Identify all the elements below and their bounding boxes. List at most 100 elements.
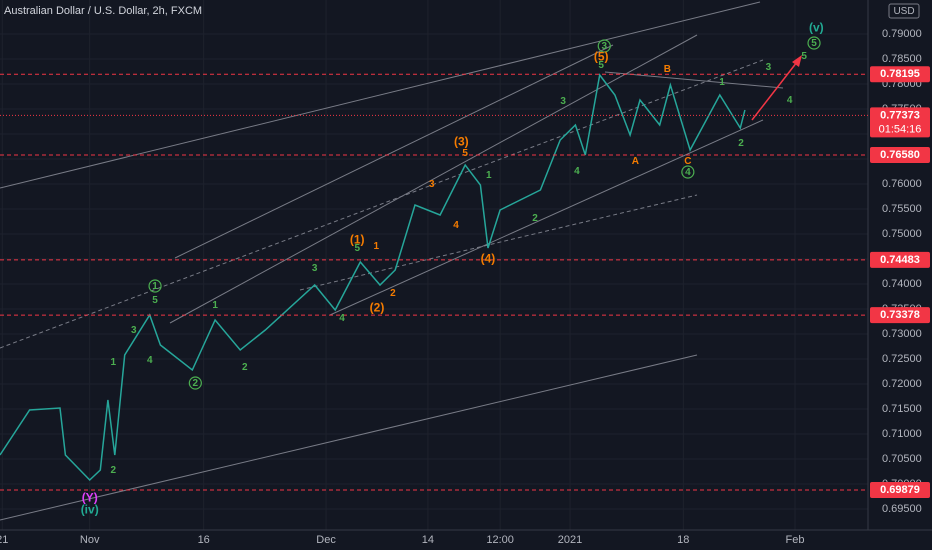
x-tick-label: 21 (0, 534, 8, 546)
level-box (870, 66, 930, 83)
level-box (870, 307, 930, 324)
y-tick-label: 0.76000 (882, 178, 922, 190)
trend-line (0, 59, 764, 349)
wave-label: 4 (453, 220, 459, 231)
currency-label[interactable]: USD (893, 6, 914, 17)
wave-label: 4 (574, 166, 580, 177)
wave-label: (v) (809, 21, 824, 35)
y-tick-label: 0.78500 (882, 53, 922, 65)
last-price-label: 0.77373 (880, 109, 920, 121)
countdown-label: 01:54:16 (879, 123, 922, 135)
wave-label: 1 (152, 281, 158, 292)
wave-label: 2 (193, 378, 199, 389)
x-tick-label: Dec (316, 534, 336, 546)
x-tick-label: 14 (422, 534, 434, 546)
trend-line (604, 71, 784, 89)
trend-lines (0, 1, 784, 521)
wave-label: 5 (152, 295, 158, 306)
wave-label: (Y) (82, 491, 98, 505)
wave-label: 1 (719, 77, 725, 88)
wave-label: A (632, 156, 639, 167)
wave-label: 4 (685, 167, 691, 178)
wave-label: 4 (339, 313, 345, 324)
level-label: 0.74483 (880, 254, 920, 266)
x-tick-label: Feb (786, 534, 805, 546)
level-label: 0.76580 (880, 149, 920, 161)
y-tick-label: 0.72000 (882, 378, 922, 390)
x-tick-label: 2021 (558, 534, 582, 546)
level-label: 0.73378 (880, 309, 920, 321)
last-price-box (870, 107, 930, 138)
trend-line (0, 1, 761, 189)
wave-label: 5 (801, 51, 807, 62)
wave-label: 4 (147, 355, 153, 366)
y-tick-label: 0.71000 (882, 428, 922, 440)
y-tick-label: 0.75500 (882, 203, 922, 215)
level-label: 0.78195 (880, 68, 920, 80)
price-axis (868, 0, 932, 550)
wave-circle (807, 36, 821, 50)
wave-label: 3 (766, 62, 772, 73)
wave-label: 3 (429, 179, 435, 190)
wave-label: 5 (598, 60, 604, 71)
wave-label: (2) (370, 301, 385, 315)
wave-circle (597, 39, 611, 53)
x-tick-label: 12:00 (486, 534, 514, 546)
wave-label: 1 (110, 357, 116, 368)
y-tick-label: 0.79000 (882, 28, 922, 40)
wave-label: 2 (390, 288, 396, 299)
level-box (870, 482, 930, 499)
price-line (0, 73, 746, 482)
chart-title: Australian Dollar / U.S. Dollar, 2h, FXC… (4, 5, 202, 17)
projection-arrow (751, 55, 802, 121)
wave-label: (iv) (81, 503, 99, 517)
wave-label: B (664, 64, 671, 75)
wave-label: 2 (110, 465, 116, 476)
wave-label: 1 (212, 300, 218, 311)
y-tick-label: 0.73000 (882, 328, 922, 340)
currency-badge[interactable] (888, 3, 920, 19)
wave-circle (148, 279, 162, 293)
x-tick-label: Nov (80, 534, 100, 546)
trend-line (174, 44, 614, 259)
wave-label: 2 (738, 138, 744, 149)
wave-label: C (684, 156, 691, 167)
arrow-shaft (751, 61, 798, 121)
wave-label: 4 (787, 95, 793, 106)
wave-label: 3 (131, 325, 137, 336)
wave-label: (4) (481, 252, 496, 266)
x-tick-label: 18 (677, 534, 689, 546)
x-tick-label: 16 (198, 534, 210, 546)
trend-line (329, 119, 764, 316)
wave-label: 1 (373, 241, 379, 252)
wave-label: 3 (601, 41, 607, 52)
trend-line (169, 34, 698, 324)
wave-label: 5 (462, 148, 468, 159)
wave-label: 1 (486, 170, 492, 181)
y-tick-label: 0.72500 (882, 353, 922, 365)
y-tick-label: 0.70500 (882, 453, 922, 465)
wave-label: 2 (532, 213, 538, 224)
wave-label: (5) (594, 50, 609, 64)
level-box (870, 147, 930, 163)
wave-label: 3 (560, 96, 566, 107)
wave-circle (681, 165, 695, 179)
trend-line (299, 194, 698, 291)
wave-label: 5 (811, 38, 817, 49)
y-tick-label: 0.71500 (882, 403, 922, 415)
arrow-head (792, 55, 802, 67)
y-tick-label: 0.69500 (882, 503, 922, 515)
wave-label: 2 (242, 362, 248, 373)
y-tick-label: 0.75000 (882, 228, 922, 240)
wave-circle (188, 376, 202, 390)
wave-label: (3) (454, 135, 469, 149)
wave-label: 3 (312, 263, 318, 274)
y-tick-label: 0.74000 (882, 278, 922, 290)
wave-label: (1) (350, 233, 365, 247)
level-label: 0.69879 (880, 484, 920, 496)
level-box (870, 251, 930, 268)
wave-label: 5 (354, 243, 360, 254)
trend-line (0, 354, 698, 521)
